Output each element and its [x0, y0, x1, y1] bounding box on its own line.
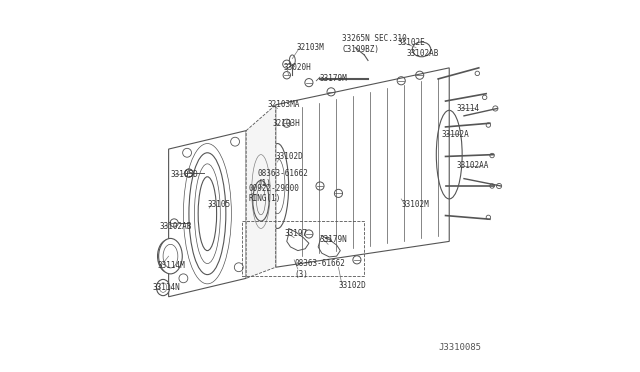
Text: 33197: 33197 [285, 230, 308, 238]
Text: 33179N: 33179N [320, 235, 348, 244]
Text: 33102AB: 33102AB [159, 222, 192, 231]
Text: 08363-61662
(1): 08363-61662 (1) [257, 169, 308, 188]
Ellipse shape [159, 238, 182, 274]
Polygon shape [287, 228, 309, 251]
Text: 33102AA: 33102AA [456, 161, 489, 170]
Text: 33105D: 33105D [170, 170, 198, 179]
Text: 33114M: 33114M [157, 261, 186, 270]
Text: 33114N: 33114N [152, 283, 180, 292]
Text: 33105: 33105 [207, 200, 230, 209]
Text: 33114: 33114 [456, 104, 480, 113]
Text: 33102AB: 33102AB [407, 49, 439, 58]
Text: 33179M: 33179M [320, 74, 348, 83]
Text: 32103H: 32103H [272, 119, 300, 128]
Text: 32103MA: 32103MA [268, 100, 300, 109]
Text: 33265N SEC.310
C3109BZ): 33265N SEC.310 C3109BZ) [342, 34, 407, 54]
Polygon shape [168, 131, 246, 297]
Text: 33102E: 33102E [397, 38, 426, 46]
Text: 33102M: 33102M [401, 200, 429, 209]
Text: 33102D: 33102D [276, 152, 303, 161]
Ellipse shape [156, 279, 170, 296]
Polygon shape [318, 236, 340, 257]
Text: 32103M: 32103M [296, 43, 324, 52]
Text: 08363-61662
(3): 08363-61662 (3) [294, 259, 345, 279]
Text: 33020H: 33020H [283, 63, 311, 72]
Polygon shape [246, 105, 276, 278]
Text: 33102D: 33102D [339, 281, 366, 290]
Text: 00922-29000
RING(1): 00922-29000 RING(1) [248, 184, 299, 203]
Polygon shape [276, 68, 449, 267]
Text: J3310085: J3310085 [438, 343, 481, 352]
Text: 33102A: 33102A [442, 130, 470, 139]
